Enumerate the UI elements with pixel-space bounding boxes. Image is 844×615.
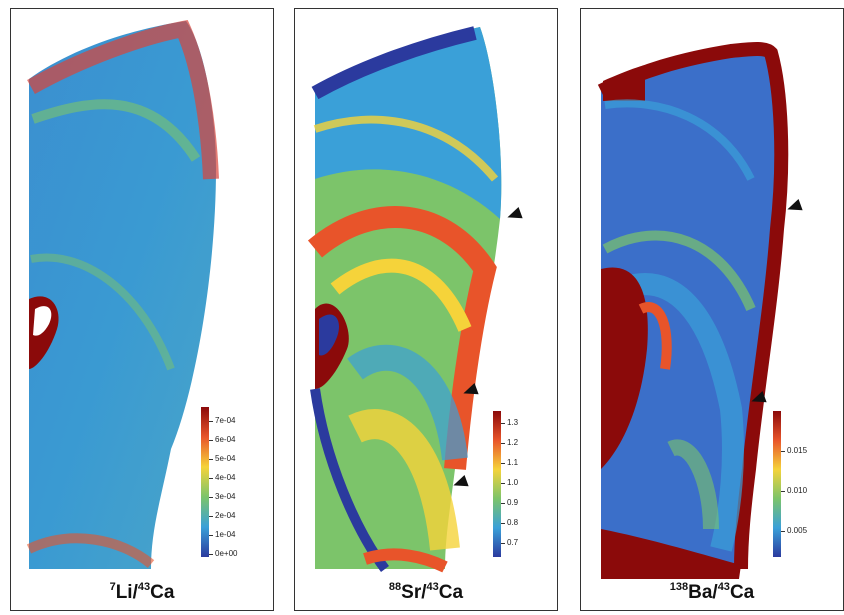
li-ca-elemental-map [26,19,219,569]
colorbar-tick-label: 2e-04 [215,511,236,520]
panel-caption: 7Li/43Ca [109,581,175,603]
colorbar-tick-label: 1.3 [507,418,519,427]
colorbar-tick-label: 4e-04 [215,473,236,482]
colorbar-tick-label: 6e-04 [215,435,236,444]
colorbar-tick-label: 7e-04 [215,416,236,425]
colorbar-tick-label: 0.005 [787,526,808,535]
ba-ca-colorbar: 0.015 0.010 0.005 [773,411,835,557]
li-ca-colorbar: 7e-04 6e-04 5e-04 4e-04 3e-04 2e-04 1e-0… [201,407,261,558]
colorbar-tick-label: 1.1 [507,458,519,467]
colorbar-tick-label: 1e-04 [215,530,236,539]
colorbar-tick-label: 0.8 [507,518,519,527]
colorbar-tick-label: 5e-04 [215,454,236,463]
panel-sr-ca: 1.3 1.2 1.1 1.0 0.9 0.8 0.7 88Sr/43Ca [294,8,558,611]
colorbar-tick-label: 1.0 [507,478,519,487]
sr-ca-elemental-map [307,26,502,573]
panel-caption: 88Sr/43Ca [388,581,464,603]
colorbar-tick-label: 0.015 [787,446,808,455]
panel-li-ca: 7e-04 6e-04 5e-04 4e-04 3e-04 2e-04 1e-0… [10,8,274,611]
colorbar-gradient [201,407,209,557]
ba-ca-elemental-map [597,42,789,579]
panel-ba-ca: 0.015 0.010 0.005 138Ba/43Ca [580,8,844,611]
colorbar-tick-label: 0.7 [507,538,519,547]
colorbar-tick-label: 0e+00 [215,549,238,558]
sr-ca-colorbar: 1.3 1.2 1.1 1.0 0.9 0.8 0.7 [493,411,553,557]
colorbar-gradient [773,411,781,557]
colorbar-tick-label: 1.2 [507,438,519,447]
colorbar-tick-label: 3e-04 [215,492,236,501]
colorbar-gradient [493,411,501,557]
colorbar-tick-label: 0.010 [787,486,808,495]
panel-caption: 138Ba/43Ca [669,581,755,603]
colorbar-tick-label: 0.9 [507,498,519,507]
